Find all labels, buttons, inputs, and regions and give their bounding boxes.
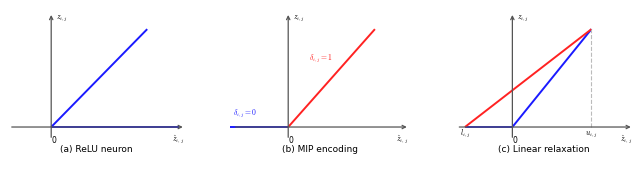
- Text: (a) ReLU neuron: (a) ReLU neuron: [60, 145, 132, 154]
- Text: $z_{i,j}$: $z_{i,j}$: [56, 14, 68, 23]
- Text: $u_{i,j}$: $u_{i,j}$: [585, 129, 598, 139]
- Text: $l_{i,j}$: $l_{i,j}$: [460, 127, 470, 139]
- Text: 0: 0: [288, 136, 293, 145]
- Text: (c) Linear relaxation: (c) Linear relaxation: [498, 145, 590, 154]
- Text: (b) MIP encoding: (b) MIP encoding: [282, 145, 358, 154]
- Text: 0: 0: [512, 136, 517, 145]
- Text: $\hat{z}_{i,j}$: $\hat{z}_{i,j}$: [620, 134, 632, 147]
- Text: $\hat{z}_{i,j}$: $\hat{z}_{i,j}$: [396, 134, 408, 147]
- Text: $\hat{z}_{i,j}$: $\hat{z}_{i,j}$: [172, 134, 184, 147]
- Text: 0: 0: [51, 136, 56, 145]
- Text: $z_{i,j}$: $z_{i,j}$: [516, 14, 529, 23]
- Text: $z_{i,j}$: $z_{i,j}$: [293, 14, 305, 23]
- Text: $\delta_{i,j}=0$: $\delta_{i,j}=0$: [233, 107, 257, 119]
- Text: $\delta_{i,j}=1$: $\delta_{i,j}=1$: [309, 53, 333, 64]
